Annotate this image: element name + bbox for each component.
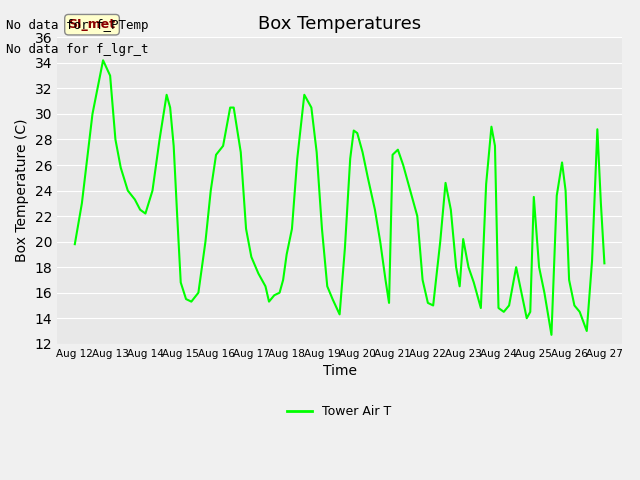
- Text: No data for f_PTemp: No data for f_PTemp: [6, 19, 149, 32]
- Title: Box Temperatures: Box Temperatures: [258, 15, 421, 33]
- Y-axis label: Box Temperature (C): Box Temperature (C): [15, 119, 29, 262]
- Text: No data for f_lgr_t: No data for f_lgr_t: [6, 43, 149, 56]
- X-axis label: Time: Time: [323, 364, 356, 378]
- Text: SI_met: SI_met: [68, 18, 116, 31]
- Legend: Tower Air T: Tower Air T: [282, 400, 397, 423]
